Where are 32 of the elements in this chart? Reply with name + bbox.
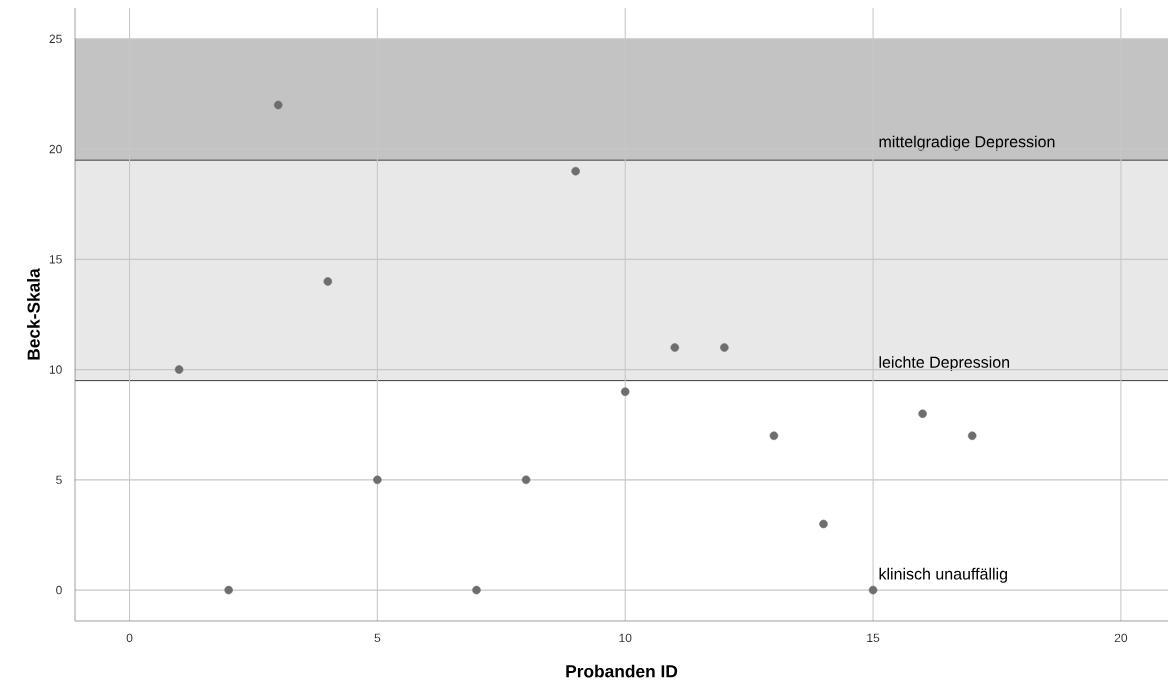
y-tick-label: 10 [49, 365, 62, 374]
point [868, 585, 878, 595]
x-tick-label: 20 [1114, 633, 1128, 643]
x-axis-title: Probanden ID [566, 664, 678, 678]
x-tick-label: 0 [126, 633, 133, 643]
point [174, 365, 184, 374]
band-label: leichte Depression [879, 356, 1010, 372]
point [273, 100, 283, 110]
annotation: klinisch unauffällig [879, 567, 1007, 583]
x-tick-label: 10 [619, 633, 632, 643]
point [224, 585, 233, 595]
point [819, 519, 828, 529]
y-tick-label: 25 [49, 34, 62, 44]
y-tick-label: 0 [56, 585, 62, 595]
point [323, 277, 333, 286]
y-tick-label: 15 [49, 255, 62, 264]
point [967, 431, 977, 441]
point [373, 475, 382, 485]
y-axis-title: Beck-Skala [27, 268, 40, 360]
y-tick-label: 20 [49, 144, 62, 154]
point [571, 166, 580, 176]
x-tick-label: 15 [867, 633, 880, 643]
point [670, 343, 680, 352]
point [769, 431, 779, 441]
point [472, 585, 481, 595]
point [620, 387, 630, 396]
point [521, 475, 531, 485]
point [918, 409, 927, 418]
x-tick-label: 5 [374, 633, 381, 643]
y-tick-label: 5 [56, 475, 62, 485]
band-label: mittelgradige Depression [879, 135, 1055, 151]
point [720, 343, 729, 352]
